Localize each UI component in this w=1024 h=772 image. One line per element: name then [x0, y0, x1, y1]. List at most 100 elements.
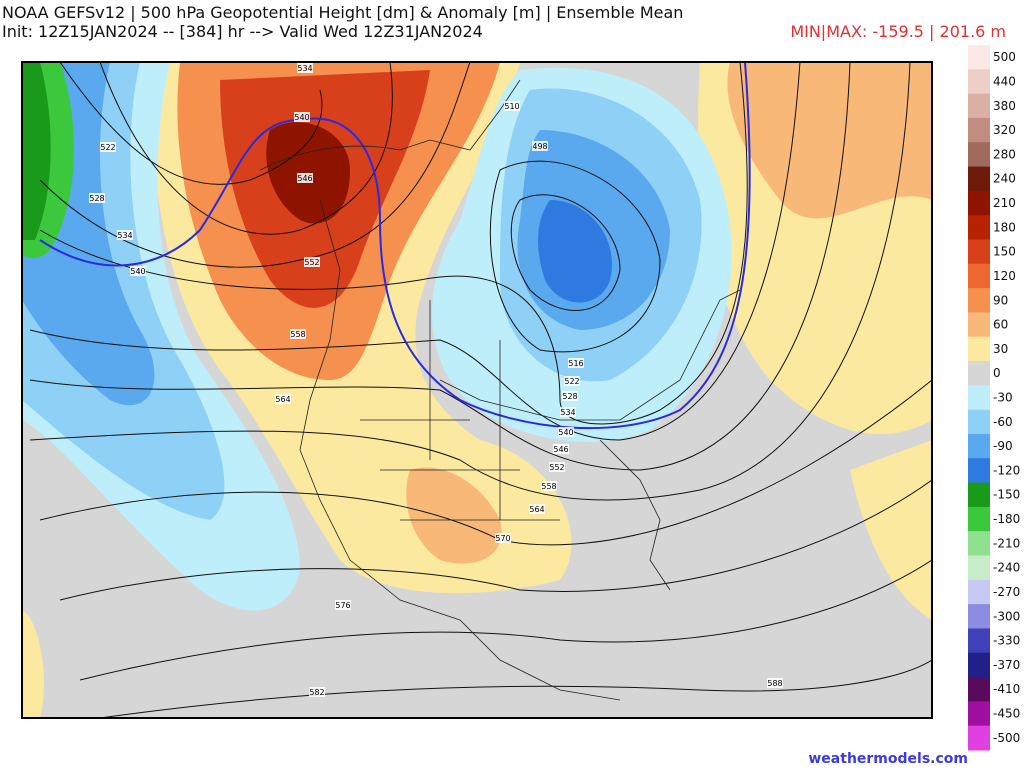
colorbar-cell: [968, 555, 990, 581]
contour-label-bg: [89, 193, 105, 203]
colorbar-cell: [968, 531, 990, 557]
map-area: 534 540 546 552 522 528 534 540 558 564 498 510 516 5…: [22, 62, 932, 718]
colorbar-cell: [968, 93, 990, 119]
colorbar-label: -370: [993, 658, 1020, 672]
colorbar-label: -150: [993, 488, 1020, 502]
subtitle: Init: 12Z15JAN2024 -- [384] hr --> Valid…: [2, 22, 483, 41]
colorbar-label: 500: [993, 50, 1016, 64]
contour-label: 564: [275, 395, 290, 404]
colorbar-label: -60: [993, 415, 1013, 429]
colorbar-label: 90: [993, 293, 1008, 307]
contour-label: 552: [304, 258, 319, 267]
contour-label-bg: [541, 481, 557, 491]
contour-label-bg: [532, 141, 548, 151]
contour-label-bg: [297, 173, 313, 183]
contour-label-bg: [504, 101, 520, 111]
colorbar-label: 150: [993, 245, 1016, 259]
colorbar-label: -120: [993, 463, 1020, 477]
colorbar-label: -210: [993, 536, 1020, 550]
anomaly-positive: [22, 610, 44, 718]
contour-540: [39, 62, 751, 430]
colorbar-label: -450: [993, 707, 1020, 721]
colorbar-cell: [968, 312, 990, 338]
colorbar-cell: [968, 482, 990, 508]
contour-label: 534: [560, 408, 575, 417]
contour-label: 510: [504, 102, 519, 111]
colorbar-label: -90: [993, 439, 1013, 453]
contour-label-bg: [117, 230, 133, 240]
colorbar-cell: [968, 458, 990, 484]
contour-label: 540: [558, 428, 573, 437]
contour-label-bg: [100, 142, 116, 152]
contour-label-bg: [297, 63, 313, 73]
colorbar-label: -30: [993, 391, 1013, 405]
colorbar-cell: [968, 385, 990, 411]
contour-label: 540: [130, 267, 145, 276]
height-contours: [29, 62, 932, 718]
contour-label: 570: [495, 534, 510, 543]
colorbar-cell: [968, 239, 990, 265]
anomaly-positive: [727, 62, 932, 219]
map-frame: [21, 61, 933, 719]
contour-label-bg: [290, 329, 306, 339]
colorbar-label: -270: [993, 585, 1020, 599]
colorbar-cell: [968, 45, 990, 70]
colorbar-cell: [968, 142, 990, 168]
colorbar-label: -500: [993, 731, 1020, 745]
contour-label-bg: [309, 687, 325, 697]
colorbar-label: 120: [993, 269, 1016, 283]
contour-label: 540: [294, 113, 309, 122]
colorbar-cell: [968, 433, 990, 459]
contour-label: 558: [541, 482, 556, 491]
contour-label-bg: [767, 678, 783, 688]
contour-label: 546: [297, 174, 312, 183]
colorbar-label: -300: [993, 609, 1020, 623]
colorbar-cell: [968, 263, 990, 289]
anomaly-positive: [850, 440, 932, 620]
contour-label-bg: [549, 462, 565, 472]
contour-label-bg: [568, 358, 584, 368]
colorbar-label: 210: [993, 196, 1016, 210]
contour-label: 528: [562, 392, 577, 401]
contour-labels: 534 540 546 552 522 528 534 540 558 564 498 510 516 5…: [89, 63, 783, 697]
contour-label: 558: [290, 330, 305, 339]
colorbar-cell: [968, 604, 990, 629]
colorbar-cell: [968, 361, 990, 386]
colorbar-cell: [968, 409, 990, 435]
contour-label: 564: [529, 505, 544, 514]
title: NOAA GEFSv12 | 500 hPa Geopotential Heig…: [2, 3, 683, 22]
colorbar-cell: [968, 725, 990, 751]
contour-label: 588: [767, 679, 782, 688]
contour-label: 522: [564, 377, 579, 386]
colorbar-label: 0: [993, 366, 1001, 380]
colorbar-label: 380: [993, 99, 1016, 113]
colorbar-label: -240: [993, 561, 1020, 575]
colorbar-cell: [968, 166, 990, 192]
colorbar-cell: [968, 336, 990, 362]
contour-label: 528: [89, 194, 104, 203]
contour-label-bg: [304, 257, 320, 267]
contour-label: 576: [335, 601, 350, 610]
colorbar-label: -180: [993, 512, 1020, 526]
contour-label-bg: [495, 533, 511, 543]
contour-label: 546: [553, 445, 568, 454]
contour-label-bg: [335, 600, 351, 610]
contour-label-bg: [529, 504, 545, 514]
coastlines: [259, 79, 741, 701]
contour-label: 516: [568, 359, 583, 368]
contour-label: 552: [549, 463, 564, 472]
contour-label: 534: [117, 231, 132, 240]
colorbar-cell: [968, 288, 990, 313]
colorbar-cell: [968, 69, 990, 95]
contour-label-bg: [294, 112, 310, 122]
colorbar-cell: [968, 677, 990, 702]
colorbar-label: 320: [993, 123, 1016, 137]
colorbar-label: -330: [993, 634, 1020, 648]
colorbar-label: 30: [993, 342, 1008, 356]
anomaly-min: [538, 200, 612, 303]
contour-label-bg: [564, 376, 580, 386]
colorbar-label: 240: [993, 172, 1016, 186]
contour-label: 582: [309, 688, 324, 697]
anomaly-negative: [22, 62, 51, 240]
